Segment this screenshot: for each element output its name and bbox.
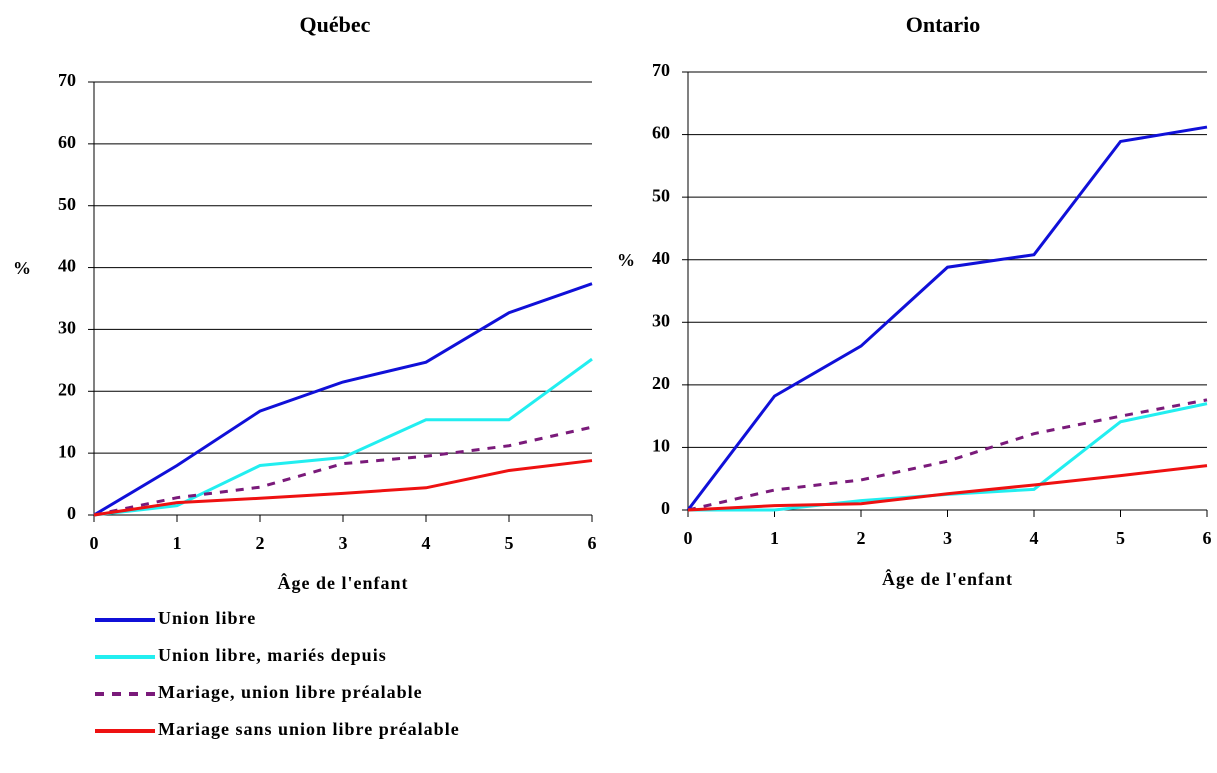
y-tick-label: 30 <box>58 318 76 338</box>
x-tick-label: 6 <box>588 533 597 553</box>
legend-label: Mariage, union libre préalable <box>158 682 423 702</box>
legend-label: Union libre <box>158 608 256 628</box>
x-tick-label: 6 <box>1203 528 1212 548</box>
y-tick-label: 60 <box>58 132 76 152</box>
y-axis-label: % <box>13 258 31 278</box>
x-tick-label: 0 <box>684 528 693 548</box>
y-tick-label: 60 <box>652 123 670 143</box>
x-tick-label: 2 <box>857 528 866 548</box>
y-tick-label: 30 <box>652 310 670 330</box>
x-tick-label: 3 <box>339 533 348 553</box>
y-tick-label: 0 <box>67 503 76 523</box>
y-tick-label: 20 <box>652 373 670 393</box>
y-tick-label: 10 <box>652 436 670 456</box>
y-tick-label: 40 <box>652 248 670 268</box>
x-tick-label: 1 <box>770 528 779 548</box>
series-line <box>93 425 593 517</box>
y-tick-label: 70 <box>652 60 670 80</box>
x-axis-label: Âge de l'enfant <box>278 572 409 593</box>
chart-title: Québec <box>300 12 371 37</box>
y-axis-label: % <box>617 250 635 270</box>
y-tick-label: 50 <box>58 194 76 214</box>
legend-label: Union libre, mariés depuis <box>158 645 387 665</box>
y-tick-label: 0 <box>661 498 670 518</box>
x-tick-label: 5 <box>1116 528 1125 548</box>
series-line <box>93 282 593 517</box>
x-tick-label: 1 <box>173 533 182 553</box>
series-line <box>686 125 1208 511</box>
x-tick-label: 4 <box>1030 528 1039 548</box>
x-tick-label: 2 <box>256 533 265 553</box>
x-tick-label: 4 <box>422 533 431 553</box>
chart-title: Ontario <box>906 12 981 37</box>
x-tick-label: 3 <box>943 528 952 548</box>
series-line <box>687 464 1208 512</box>
legend-label: Mariage sans union libre préalable <box>158 719 460 739</box>
y-tick-label: 20 <box>58 379 76 399</box>
series-line <box>93 459 593 517</box>
x-axis-label: Âge de l'enfant <box>882 568 1013 589</box>
y-tick-label: 10 <box>58 441 76 461</box>
y-tick-label: 50 <box>652 185 670 205</box>
y-tick-label: 70 <box>58 70 76 90</box>
x-tick-label: 0 <box>90 533 99 553</box>
x-tick-label: 5 <box>505 533 514 553</box>
series-line <box>93 357 593 517</box>
y-tick-label: 40 <box>58 256 76 276</box>
